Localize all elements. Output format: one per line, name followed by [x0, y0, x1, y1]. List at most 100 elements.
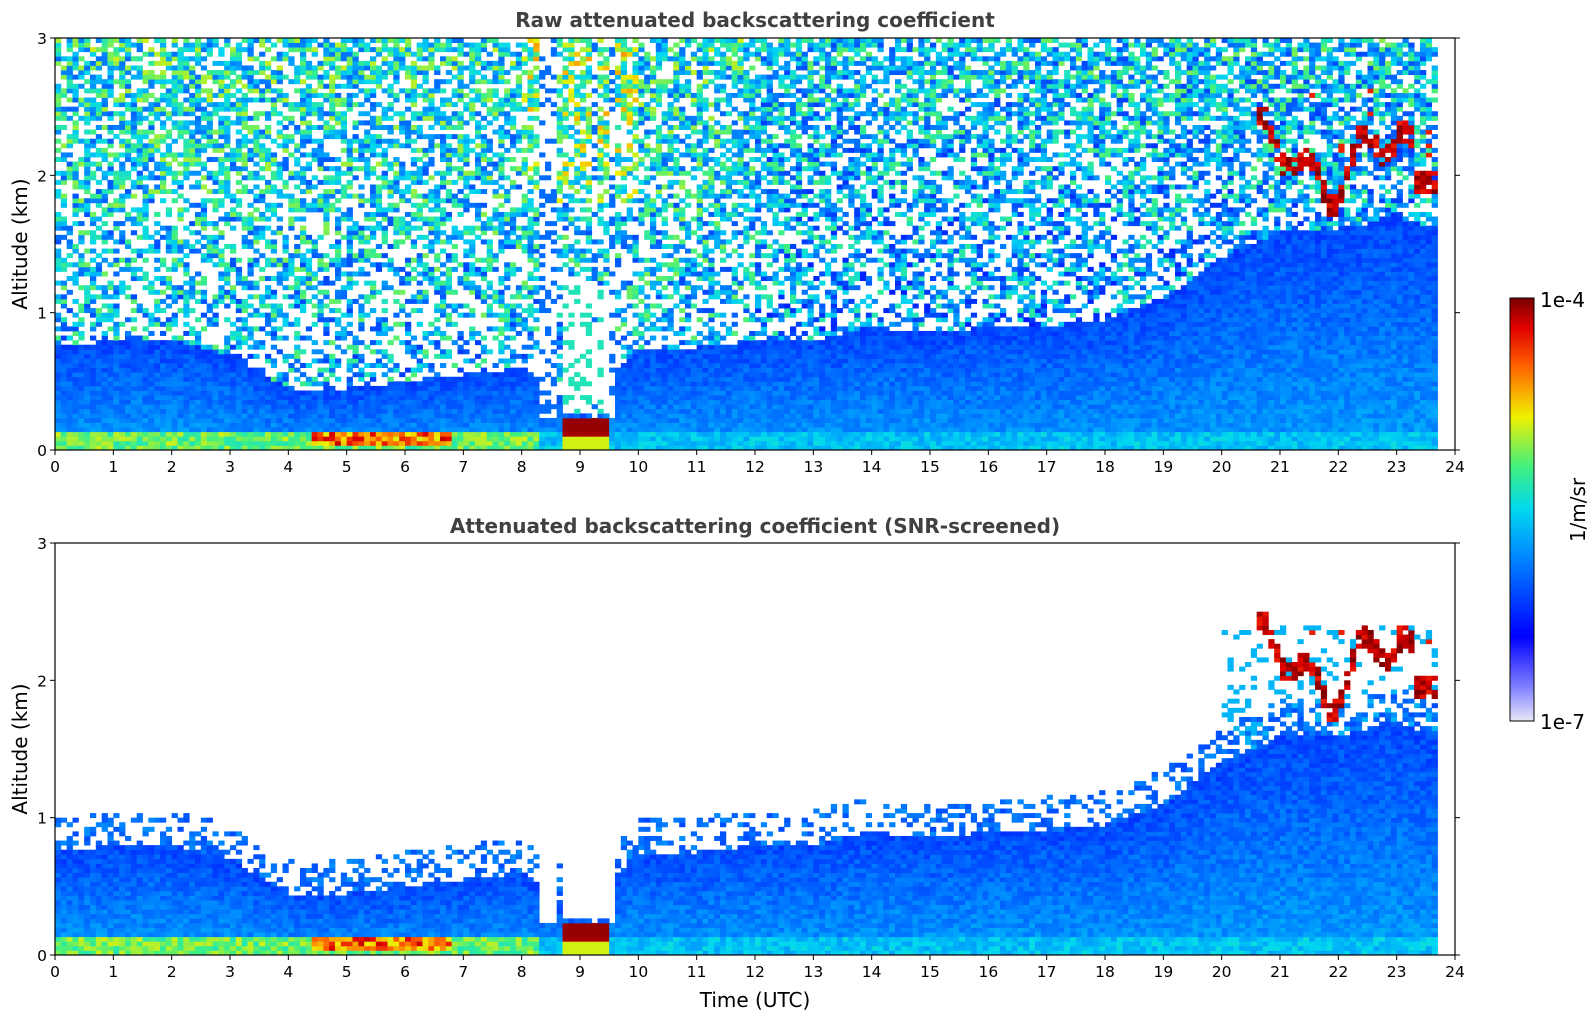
heatmap-cell — [78, 239, 85, 245]
heatmap-cell — [206, 372, 213, 378]
heatmap-cell — [352, 340, 359, 346]
heatmap-cell — [480, 115, 488, 121]
heatmap-cell — [189, 445, 196, 450]
heatmap-cell — [300, 56, 307, 62]
heatmap-cell — [119, 367, 126, 373]
heatmap-cell — [230, 427, 237, 433]
heatmap-cell — [189, 56, 196, 62]
heatmap-cell — [148, 175, 155, 181]
heatmap-cell — [189, 74, 196, 80]
heatmap-cell — [475, 372, 482, 378]
heatmap-cell — [527, 308, 534, 314]
heatmap-cell — [282, 335, 289, 341]
heatmap-cell — [107, 431, 114, 437]
heatmap-cell — [317, 358, 324, 364]
heatmap-cell — [346, 147, 353, 153]
heatmap-cell — [335, 157, 342, 162]
heatmap-cell — [527, 102, 534, 108]
heatmap-cell — [171, 38, 178, 43]
heatmap-cell — [113, 47, 120, 53]
heatmap-cell — [55, 376, 62, 382]
heatmap-cell — [247, 56, 254, 62]
heatmap-cell — [317, 431, 324, 437]
heatmap-cell — [545, 161, 552, 167]
heatmap-cell — [422, 38, 429, 43]
heatmap-cell — [445, 166, 453, 172]
heatmap-cell — [218, 70, 225, 76]
heatmap-cell — [177, 179, 184, 185]
heatmap-cell — [253, 262, 260, 268]
heatmap-cell — [375, 120, 383, 126]
heatmap-cell — [381, 385, 388, 391]
heatmap-cell — [136, 363, 143, 368]
heatmap-cell — [183, 381, 190, 387]
heatmap-cell — [346, 298, 353, 304]
heatmap-cell — [475, 170, 482, 176]
heatmap-cell — [340, 161, 348, 167]
heatmap-cell — [165, 436, 173, 442]
heatmap-cell — [119, 266, 126, 272]
heatmap-cell — [107, 166, 114, 172]
heatmap-cell — [329, 399, 336, 405]
heatmap-cell — [55, 367, 62, 373]
heatmap-cell — [253, 124, 260, 130]
heatmap-cell — [305, 404, 313, 410]
heatmap-cell — [539, 404, 546, 410]
heatmap-cell — [282, 56, 289, 62]
heatmap-cell — [305, 184, 313, 190]
heatmap-cell — [72, 440, 79, 446]
heatmap-cell — [486, 111, 493, 117]
heatmap-cell — [305, 335, 313, 341]
heatmap-cell — [154, 408, 161, 414]
heatmap-cell — [521, 417, 528, 423]
heatmap-cell — [224, 70, 231, 76]
heatmap-cell — [107, 422, 114, 428]
heatmap-cell — [177, 193, 184, 199]
heatmap-cell — [364, 111, 371, 117]
heatmap-cell — [142, 184, 149, 190]
heatmap-cell — [247, 170, 254, 176]
heatmap-cell — [428, 230, 435, 236]
heatmap-cell — [335, 253, 342, 259]
heatmap-cell — [305, 280, 313, 286]
heatmap-cell — [294, 88, 301, 94]
heatmap-cell — [539, 285, 546, 291]
heatmap-cell — [171, 344, 178, 350]
heatmap-cell — [125, 349, 132, 355]
heatmap-cell — [510, 184, 517, 190]
heatmap-cell — [95, 367, 103, 373]
heatmap-cell — [451, 381, 458, 387]
heatmap-cell — [154, 358, 161, 364]
heatmap-cell — [259, 147, 266, 153]
heatmap-cell — [183, 56, 190, 62]
heatmap-cell — [510, 262, 517, 268]
heatmap-cell — [533, 42, 540, 48]
heatmap-cell — [195, 79, 202, 85]
heatmap-cell — [171, 198, 178, 204]
heatmap-cell — [515, 170, 523, 176]
heatmap-cell — [346, 51, 353, 57]
heatmap-cell — [230, 166, 237, 172]
heatmap-cell — [270, 106, 278, 112]
heatmap-cell — [335, 335, 342, 341]
heatmap-cell — [317, 372, 324, 378]
heatmap-cell — [136, 74, 143, 80]
heatmap-cell — [300, 298, 307, 304]
heatmap-cell — [294, 207, 301, 213]
heatmap-cell — [200, 445, 208, 450]
heatmap-cell — [195, 431, 202, 437]
heatmap-cell — [125, 395, 132, 401]
heatmap-cell — [346, 216, 353, 222]
heatmap-cell — [416, 413, 423, 419]
heatmap-cell — [311, 422, 318, 428]
heatmap-cell — [224, 65, 231, 71]
heatmap-cell — [352, 349, 359, 355]
heatmap-cell — [253, 161, 260, 167]
heatmap-cell — [305, 60, 313, 66]
heatmap-cell — [160, 79, 167, 85]
heatmap-cell — [148, 74, 155, 80]
heatmap-cell — [95, 349, 103, 355]
heatmap-cell — [533, 399, 540, 405]
heatmap-cell — [165, 244, 173, 249]
heatmap-cell — [78, 83, 85, 89]
